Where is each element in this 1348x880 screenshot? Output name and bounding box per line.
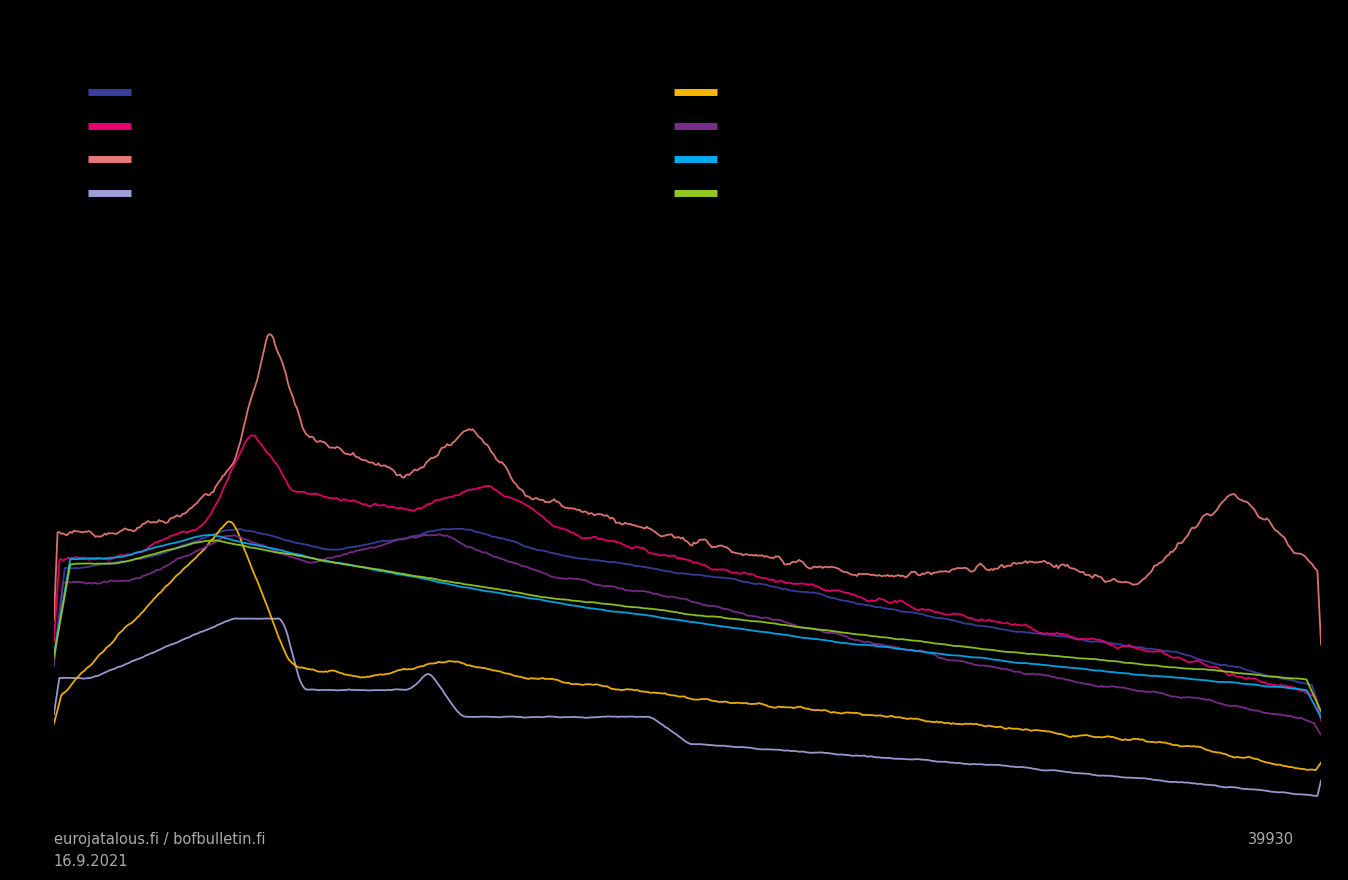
Text: eurojatalous.fi / bofbulletin.fi
16.9.2021: eurojatalous.fi / bofbulletin.fi 16.9.20… xyxy=(54,832,266,869)
Text: 39930: 39930 xyxy=(1248,832,1294,847)
